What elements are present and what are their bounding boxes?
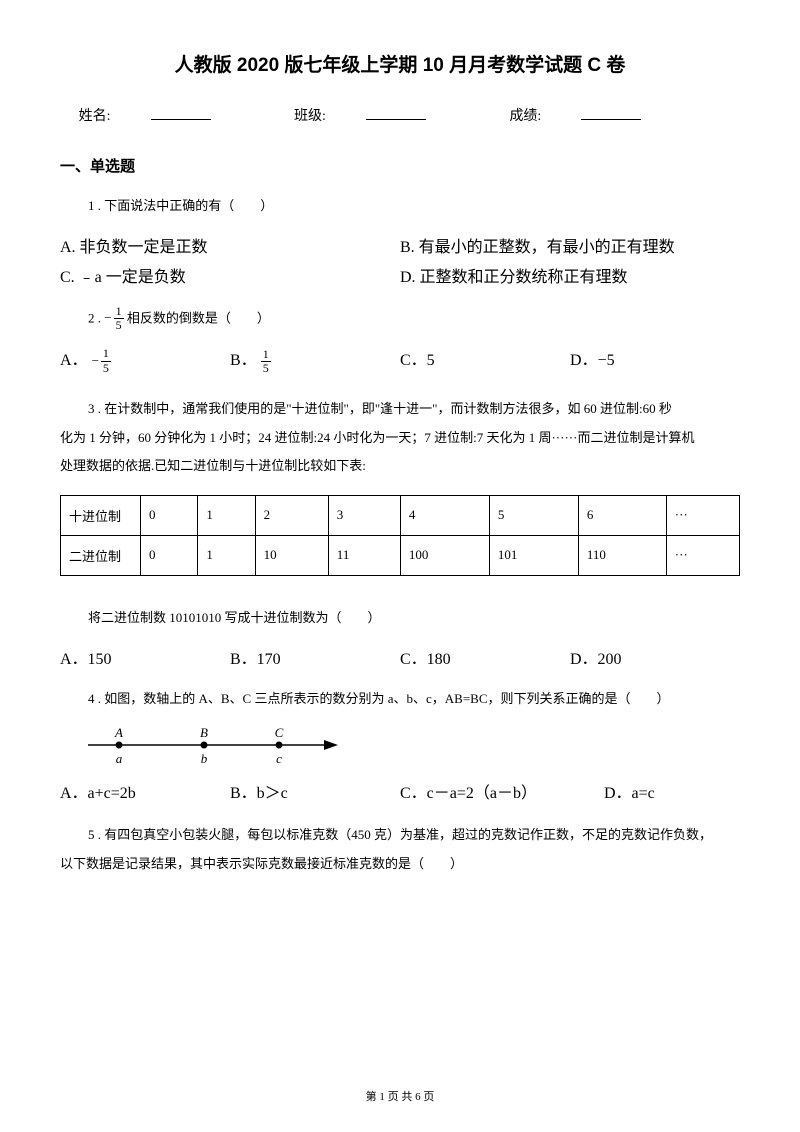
q3-opt-c: C．180 <box>400 645 570 669</box>
point-label-c: c <box>276 751 282 766</box>
q3-followup: 将二进位制数 10101010 写成十进位制数为（ ） <box>60 606 740 631</box>
cell: 2 <box>255 495 328 535</box>
q3-opt-d: D．200 <box>570 645 740 669</box>
q2-text: 2 . −15 相反数的倒数是（ ） <box>60 305 740 332</box>
cell: 10 <box>255 535 328 575</box>
cell: 100 <box>400 535 489 575</box>
question-1: 1 . 下面说法中正确的有（ ） <box>60 194 740 219</box>
cell: 3 <box>328 495 400 535</box>
q4-opt-a: A．a+c=2b <box>60 779 230 803</box>
number-line-figure: A a B b C c <box>84 725 740 769</box>
q2-opt-b: B． 15 <box>230 346 400 375</box>
q3-line1: 3 . 在计数制中，通常我们使用的是"十进位制"，即"逢十进一"，而计数制方法很… <box>60 395 740 424</box>
question-2: 2 . −15 相反数的倒数是（ ） <box>60 305 740 332</box>
class-field: 班级: <box>294 109 466 124</box>
q2-opt-c: C．5 <box>400 346 570 375</box>
point-label-b: b <box>201 751 208 766</box>
question-3-text: 3 . 在计数制中，通常我们使用的是"十进位制"，即"逢十进一"，而计数制方法很… <box>60 395 740 481</box>
q4-opt-b: B．b＞c <box>230 779 400 803</box>
cell: 11 <box>328 535 400 575</box>
q5-line1: 5 . 有四包真空小包装火腿，每包以标准克数（450 克）为基准，超过的克数记作… <box>60 821 740 850</box>
q1-options-row2: C. ﹣a 一定是负数 D. 正整数和正分数统称正有理数 <box>60 263 740 287</box>
cell: 5 <box>489 495 578 535</box>
q2-options: A． −15 B． 15 C．5 D．−5 <box>60 346 740 375</box>
table-row: 二进位制 0 1 10 11 100 101 110 ··· <box>61 535 740 575</box>
cell-header-binary: 二进位制 <box>61 535 141 575</box>
question-4: 4 . 如图，数轴上的 A、B、C 三点所表示的数分别为 a、b、c，AB=BC… <box>60 687 740 712</box>
page-footer: 第 1 页 共 6 页 <box>0 1088 800 1104</box>
q1-opt-c: C. ﹣a 一定是负数 <box>60 263 400 287</box>
q1-text: 1 . 下面说法中正确的有（ ） <box>60 194 740 219</box>
cell: 1 <box>198 495 255 535</box>
q3-line2: 化为 1 分钟，60 分钟化为 1 小时；24 进位制:24 小时化为一天；7 … <box>60 424 740 453</box>
q4-opt-d: D．a=c <box>604 779 740 803</box>
cell: ··· <box>666 495 739 535</box>
q4-opt-c: C．c－a=2（a－b） <box>400 779 604 803</box>
q3-table: 十进位制 0 1 2 3 4 5 6 ··· 二进位制 0 1 10 11 10… <box>60 495 740 576</box>
q5-line2: 以下数据是记录结果，其中表示实际克数最接近标准克数的是（ ） <box>60 850 740 879</box>
score-field: 成绩: <box>509 109 681 124</box>
point-label-A: A <box>114 725 123 740</box>
cell: 110 <box>578 535 666 575</box>
q1-opt-d: D. 正整数和正分数统称正有理数 <box>400 263 740 287</box>
q1-options-row1: A. 非负数一定是正数 B. 有最小的正整数，有最小的正有理数 <box>60 233 740 257</box>
section1-header: 一、单选题 <box>60 155 740 176</box>
q3-opt-b: B．170 <box>230 645 400 669</box>
q3-opt-a: A．150 <box>60 645 230 669</box>
cell: 0 <box>141 495 198 535</box>
cell: 101 <box>489 535 578 575</box>
point-label-B: B <box>200 725 208 740</box>
name-field: 姓名: <box>79 109 251 124</box>
q4-options: A．a+c=2b B．b＞c C．c－a=2（a－b） D．a=c <box>60 779 740 803</box>
q2-opt-a: A． −15 <box>60 346 230 375</box>
cell: 0 <box>141 535 198 575</box>
q1-opt-b: B. 有最小的正整数，有最小的正有理数 <box>400 233 740 257</box>
q3-followup-text: 将二进位制数 10101010 写成十进位制数为（ ） <box>60 606 740 631</box>
q3-options: A．150 B．170 C．180 D．200 <box>60 645 740 669</box>
q3-line3: 处理数据的依据.已知二进位制与十进位制比较如下表: <box>60 452 740 481</box>
header-fields: 姓名: 班级: 成绩: <box>60 105 740 125</box>
cell: ··· <box>666 535 739 575</box>
cell-header-decimal: 十进位制 <box>61 495 141 535</box>
q2-opt-d: D．−5 <box>570 346 740 375</box>
cell: 1 <box>198 535 255 575</box>
table-row: 十进位制 0 1 2 3 4 5 6 ··· <box>61 495 740 535</box>
point-label-C: C <box>275 725 284 740</box>
page-title: 人教版 2020 版七年级上学期 10 月月考数学试题 C 卷 <box>60 50 740 77</box>
q1-opt-a: A. 非负数一定是正数 <box>60 233 400 257</box>
q4-text: 4 . 如图，数轴上的 A、B、C 三点所表示的数分别为 a、b、c，AB=BC… <box>60 687 740 712</box>
cell: 6 <box>578 495 666 535</box>
cell: 4 <box>400 495 489 535</box>
point-label-a: a <box>116 751 123 766</box>
question-5: 5 . 有四包真空小包装火腿，每包以标准克数（450 克）为基准，超过的克数记作… <box>60 821 740 878</box>
